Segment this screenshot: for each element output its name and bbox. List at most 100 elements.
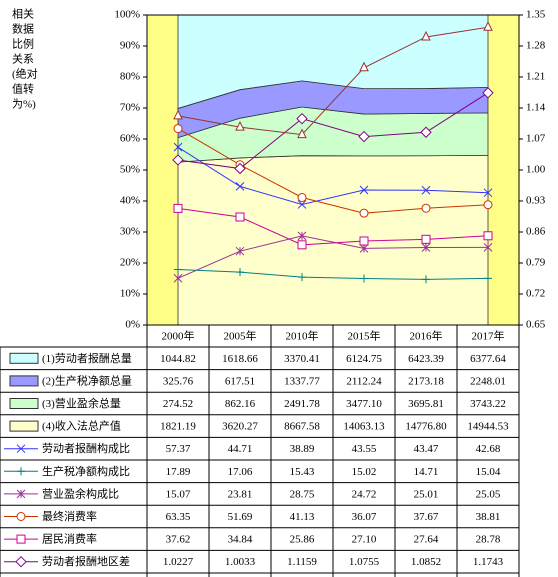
legend-marker — [16, 512, 26, 521]
legend-entry: (1)劳动者报酬总量 — [9, 351, 132, 365]
legend-label: 劳动者报酬构成比 — [42, 441, 130, 455]
marker — [484, 274, 492, 283]
table-cell: 37.67 — [414, 511, 439, 523]
marker — [173, 273, 183, 283]
table-cell: 51.69 — [228, 511, 253, 523]
y-axis-title: 相关 — [12, 7, 34, 21]
line — [177, 235, 489, 279]
table-cell: 862.16 — [225, 398, 256, 410]
legend-entry: (3)营业盈余总量 — [9, 396, 121, 410]
table-cell: 36.07 — [352, 511, 377, 523]
legend-label: 营业盈余构成比 — [42, 486, 119, 500]
x-tick-label: 2010年 — [286, 329, 319, 343]
table-cell: 1337.77 — [284, 375, 320, 387]
table-cell: 3620.27 — [222, 421, 258, 433]
legend-marker — [16, 444, 26, 454]
table-cell: 3695.81 — [408, 398, 444, 410]
y-axis-title: 值转 — [12, 82, 34, 96]
line — [177, 207, 489, 246]
y-tick-label: 60% — [120, 133, 140, 145]
table-cell: 1.0755 — [349, 556, 380, 568]
marker — [421, 234, 431, 244]
line — [177, 92, 489, 170]
legend-label: (4)收入法总产值 — [42, 419, 121, 433]
y2-tick-label: 0.93 — [526, 195, 546, 207]
legend-label: 劳动者报酬地区差 — [42, 554, 130, 568]
y-tick-label: 80% — [120, 71, 140, 83]
y2-tick-label: 1.07 — [526, 133, 546, 145]
table-cell: 43.55 — [352, 443, 377, 455]
marker — [297, 240, 307, 250]
legend-label: (3)营业盈余总量 — [42, 396, 121, 410]
table-cell: 37.62 — [166, 534, 191, 546]
legend-entry: 最终消费率 — [4, 509, 97, 523]
table-cell: 1.1743 — [473, 556, 504, 568]
table-cell: 3743.22 — [470, 398, 506, 410]
table-cell: 1618.66 — [222, 353, 258, 365]
table-cell: 3477.10 — [346, 398, 382, 410]
table-cell: 44.71 — [228, 443, 253, 455]
table-cell: 325.76 — [163, 375, 194, 387]
y-tick-label: 100% — [114, 9, 140, 21]
line — [177, 269, 489, 280]
marker — [173, 109, 183, 120]
table-cell: 2112.24 — [346, 375, 382, 387]
table-cell: 28.75 — [290, 488, 315, 500]
marker — [359, 208, 369, 218]
table-cell: 6124.75 — [346, 353, 382, 365]
marker — [483, 242, 493, 252]
legend-marker — [16, 489, 26, 499]
table-cell: 1.0852 — [411, 556, 441, 568]
y-axis-title: 数据 — [12, 22, 34, 36]
marker — [482, 87, 494, 99]
y-axis-title: (绝对 — [12, 67, 38, 81]
table-cell: 25.05 — [476, 488, 501, 500]
x-tick-label: 2016年 — [410, 329, 443, 343]
legend-marker — [16, 534, 26, 544]
marker — [297, 128, 307, 139]
table-cell: 3370.41 — [284, 353, 320, 365]
y-tick-label: 50% — [120, 164, 140, 176]
legend-entry: 生产税净额构成比 — [4, 464, 130, 478]
y-tick-label: 30% — [120, 226, 140, 238]
legend-label: 居民消费率 — [42, 532, 97, 546]
table-cell: 1044.82 — [160, 353, 196, 365]
line — [177, 128, 489, 214]
legend-label: 最终消费率 — [42, 509, 97, 523]
table-cell: 17.89 — [166, 466, 191, 478]
table-cell: 14944.53 — [467, 421, 509, 433]
table-cell: 14776.80 — [405, 421, 447, 433]
table-cell: 42.68 — [476, 443, 501, 455]
table-cell: 6423.39 — [408, 353, 444, 365]
legend-entry: 劳动者报酬构成比 — [4, 441, 130, 455]
y2-tick-label: 1.35 — [526, 9, 546, 21]
marker — [296, 112, 308, 125]
y-axis-title: 为%) — [12, 98, 36, 111]
table-cell: 14063.13 — [343, 421, 385, 433]
table-cell: 25.86 — [290, 534, 315, 546]
table-cell: 57.37 — [166, 443, 191, 455]
marker — [235, 246, 245, 256]
marker — [421, 243, 431, 252]
legend-swatch — [9, 398, 39, 409]
marker — [359, 244, 369, 253]
y-tick-label: 70% — [120, 102, 140, 114]
y-tick-label: 20% — [120, 257, 140, 269]
table-cell: 8667.58 — [284, 421, 320, 433]
marker — [483, 21, 493, 31]
marker — [235, 212, 245, 222]
table-cell: 38.81 — [476, 511, 501, 523]
end-band — [147, 15, 178, 325]
marker — [174, 265, 182, 274]
legend-entry: 居民消费率 — [4, 532, 97, 546]
marker — [173, 124, 183, 134]
y2-tick-label: 1.14 — [526, 102, 546, 114]
marker — [297, 200, 307, 209]
legend-swatch — [9, 420, 39, 432]
legend-entry: 营业盈余构成比 — [4, 486, 119, 500]
table-cell: 43.47 — [414, 443, 439, 455]
marker — [236, 268, 244, 277]
table-cell: 6377.64 — [470, 353, 506, 365]
legend-label: 生产税净额构成比 — [42, 464, 130, 478]
